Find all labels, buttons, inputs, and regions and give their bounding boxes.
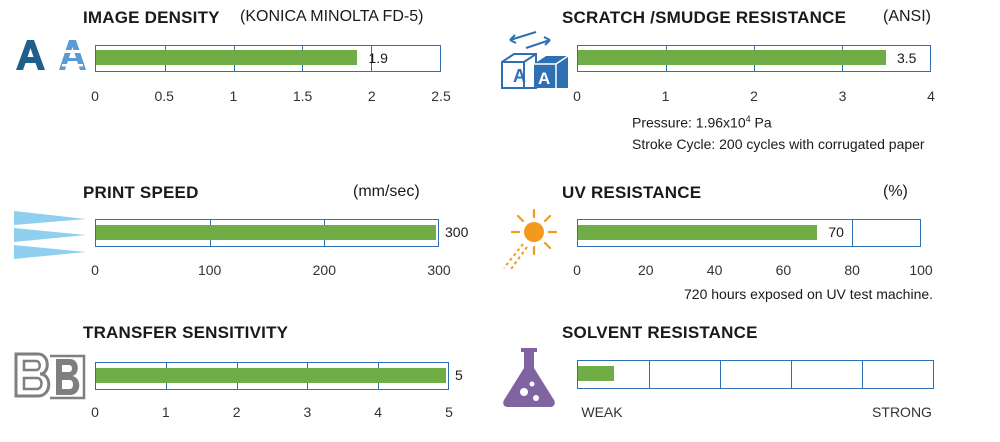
tick-label: 300 <box>427 262 451 278</box>
svg-text:A: A <box>538 69 550 88</box>
tick-label: 1.5 <box>292 88 313 104</box>
value-label: 70 <box>828 224 844 240</box>
tick-label: 3 <box>303 404 312 420</box>
tick-label: 2 <box>367 88 376 104</box>
transfer-sensitivity-title: TRANSFER SENSITIVITY <box>83 323 289 342</box>
tick-label: 100 <box>197 262 222 278</box>
gridline <box>852 220 853 246</box>
speed-lines-icon <box>14 211 86 259</box>
print-speed-unit: (mm/sec) <box>353 183 420 200</box>
bar <box>578 50 886 65</box>
tick-label: 60 <box>775 262 792 278</box>
tick-label: 3 <box>838 88 847 104</box>
image-density-unit: (KONICA MINOLTA FD-5) <box>240 8 424 25</box>
bar <box>578 366 614 381</box>
print-speed-title: PRINT SPEED <box>83 183 199 202</box>
uv-resistance-unit: (%) <box>883 183 908 200</box>
tick-label: 4 <box>374 404 383 420</box>
gridline <box>649 361 650 388</box>
image-density-plot <box>95 45 441 72</box>
value-label: 3.5 <box>897 50 917 66</box>
tick-label: 100 <box>909 262 933 278</box>
tick-label: 0 <box>91 88 99 104</box>
tick-label: 2 <box>232 404 241 420</box>
tick-label: 0 <box>573 88 581 104</box>
image-density-title: IMAGE DENSITY <box>83 8 220 27</box>
svg-text:A: A <box>513 66 526 86</box>
bar <box>96 225 436 240</box>
solvent-weak-label: WEAK <box>581 404 623 420</box>
letter-b-icon <box>14 352 86 400</box>
gridline <box>791 361 792 388</box>
bar <box>96 368 446 383</box>
gridline <box>720 361 721 388</box>
tick-label: 80 <box>844 262 860 278</box>
tick-label: 0 <box>91 404 99 420</box>
uv-resistance-title: UV RESISTANCE <box>562 183 702 202</box>
solvent-resistance-plot <box>577 360 934 389</box>
tick-label: 1 <box>661 88 670 104</box>
gridline <box>371 46 372 71</box>
transfer-sensitivity-plot <box>95 362 449 390</box>
value-label: 1.9 <box>368 50 388 66</box>
solvent-resistance-title: SOLVENT RESISTANCE <box>562 323 758 342</box>
scratch-resistance-title: SCRATCH /SMUDGE RESISTANCE <box>562 8 847 27</box>
sun-icon <box>503 208 558 270</box>
scratch-resistance-plot <box>577 45 931 72</box>
tick-label: 0 <box>573 262 581 278</box>
tick-label: 2 <box>750 88 758 104</box>
bar <box>578 225 818 240</box>
tick-label: 5 <box>445 404 453 420</box>
value-label: 5 <box>455 367 463 383</box>
pressure-note: Pressure: 1.96x104 Pa <box>632 114 772 131</box>
scratch-resistance-unit: (ANSI) <box>883 8 931 25</box>
uv-exposure-note: 720 hours exposed on UV test machine. <box>684 286 934 302</box>
tick-label: 1 <box>161 404 170 420</box>
tick-label: 20 <box>638 262 654 278</box>
tick-label: 0 <box>91 262 99 278</box>
tick-label: 0.5 <box>154 88 174 104</box>
tick-label: 200 <box>312 262 337 278</box>
tick-label: 4 <box>927 88 935 104</box>
cube-scratch-icon: A A <box>501 31 569 89</box>
tick-label: 2.5 <box>431 88 451 104</box>
letter-a-icon <box>16 40 86 70</box>
tick-label: 40 <box>706 262 723 278</box>
tick-label: 1 <box>229 88 238 104</box>
uv-resistance-plot <box>577 219 921 247</box>
flask-icon <box>503 348 555 407</box>
print-speed-plot <box>95 219 439 247</box>
solvent-strong-label: STRONG <box>872 404 932 420</box>
bar <box>96 50 358 65</box>
stroke-cycle-note: Stroke Cycle: 200 cycles with corrugated… <box>632 136 925 152</box>
value-label: 300 <box>445 224 469 240</box>
gridline <box>862 361 863 388</box>
